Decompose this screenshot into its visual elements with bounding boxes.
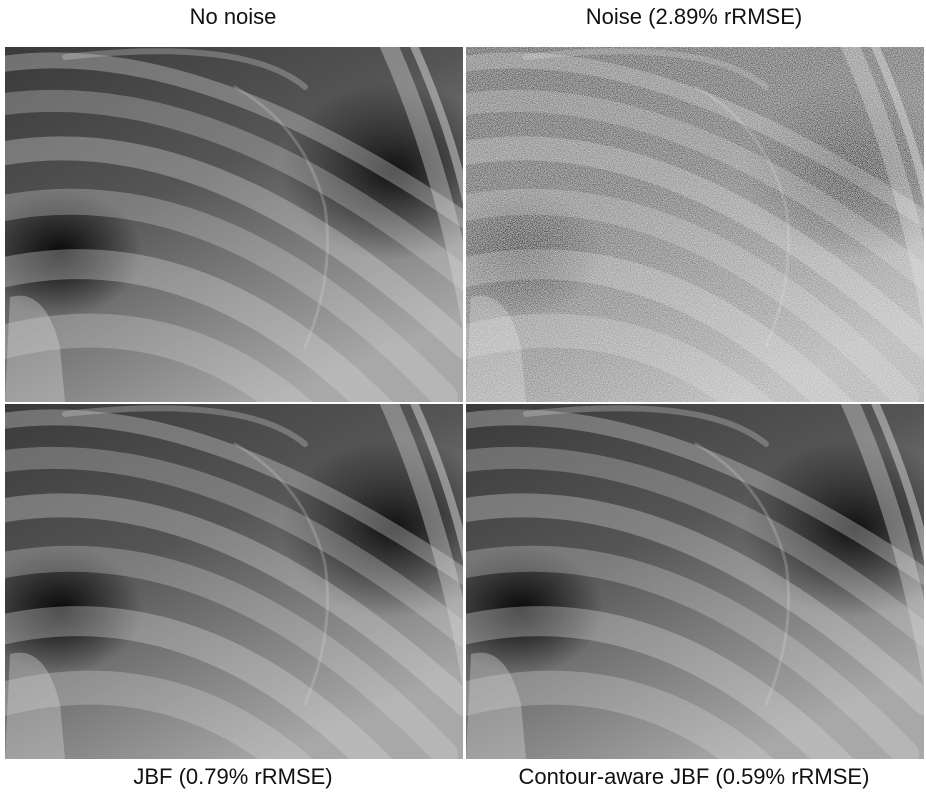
caption: No noise — [190, 4, 277, 29]
image-noise — [446, 37, 926, 447]
caption: JBF (0.79% rRMSE) — [133, 764, 332, 789]
caption: Noise (2.89% rRMSE) — [586, 4, 802, 29]
image-jbf — [0, 394, 475, 794]
figure: No noise Noise (2.89% rRMSE) JBF (0.79% … — [0, 0, 926, 794]
image-contour-jbf — [446, 394, 926, 794]
image-no-noise — [0, 37, 475, 447]
caption: Contour-aware JBF (0.59% rRMSE) — [519, 764, 870, 789]
